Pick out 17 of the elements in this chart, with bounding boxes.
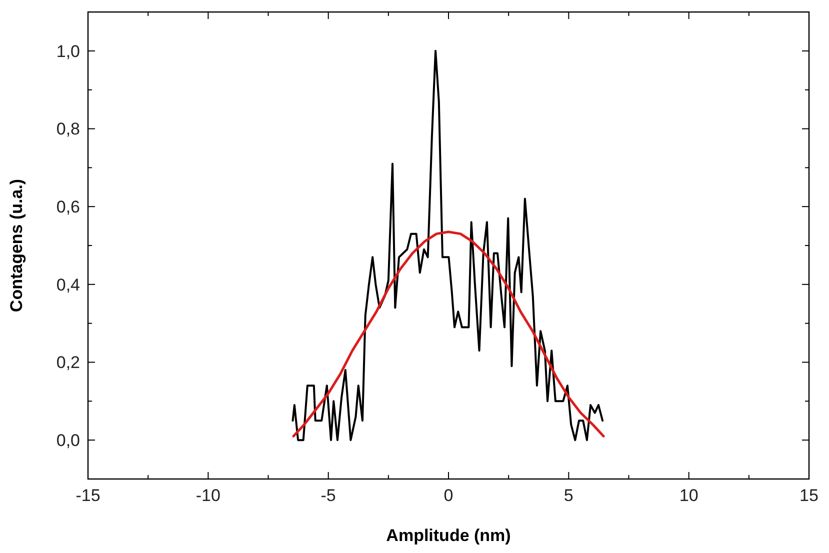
x-axis-title: Amplitude (nm) bbox=[386, 526, 511, 545]
x-tick-label: -5 bbox=[320, 486, 336, 505]
x-tick-label: 0 bbox=[444, 486, 454, 505]
y-tick-label: 0,6 bbox=[56, 198, 80, 217]
x-tick-label: 15 bbox=[800, 486, 818, 505]
x-tick-label: 10 bbox=[679, 486, 698, 505]
y-axis-title: Contagens (u.a.) bbox=[7, 178, 26, 312]
line-series bbox=[292, 50, 604, 442]
y-tick-label: 0,2 bbox=[56, 353, 80, 372]
x-tick-label: 5 bbox=[564, 486, 574, 505]
line-series bbox=[292, 230, 605, 438]
x-tick-label: -10 bbox=[196, 486, 220, 505]
y-tick-label: 0,8 bbox=[56, 120, 80, 139]
y-tick-label: 0,0 bbox=[56, 431, 80, 450]
y-tick-label: 0,4 bbox=[56, 275, 80, 294]
y-tick-label: 1,0 bbox=[56, 42, 80, 61]
x-tick-label: -15 bbox=[76, 486, 100, 505]
